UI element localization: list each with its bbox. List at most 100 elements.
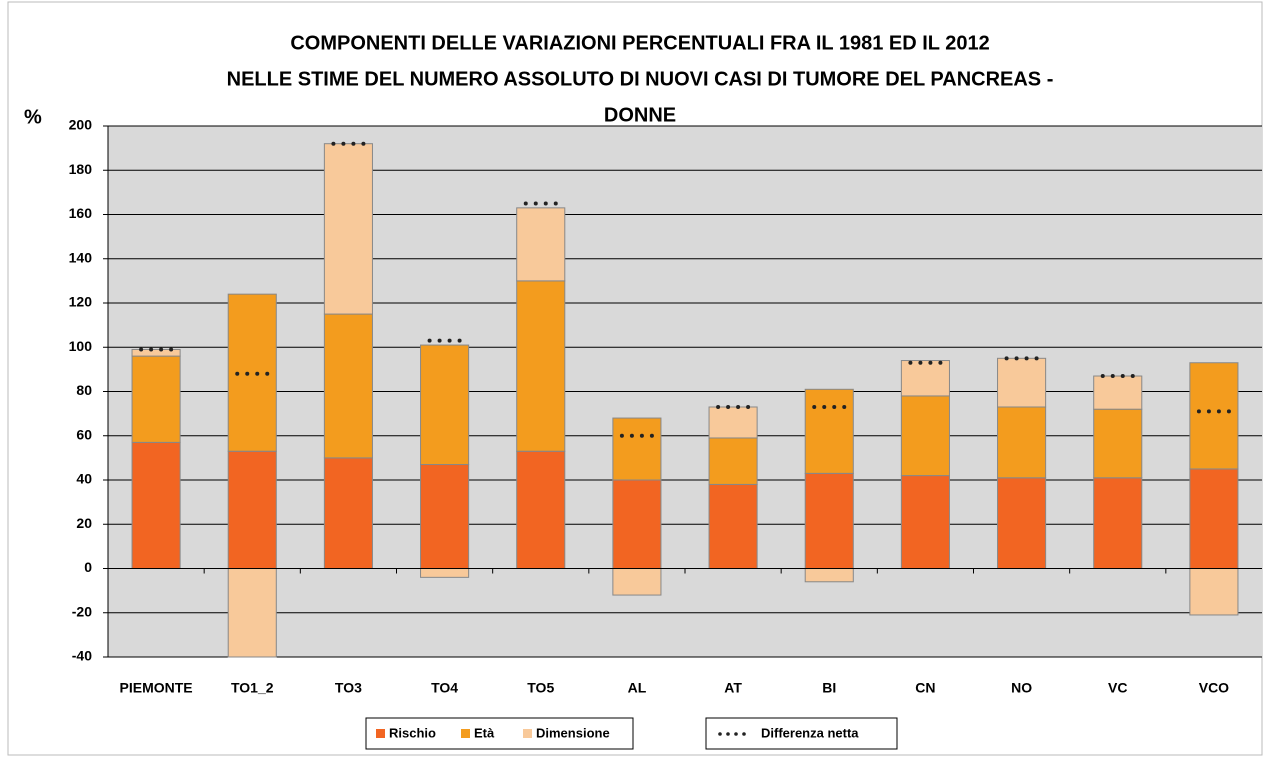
legend-label: Differenza netta bbox=[761, 725, 859, 740]
net-dot bbox=[523, 201, 528, 206]
net-dot bbox=[908, 360, 913, 365]
net-dot bbox=[361, 141, 366, 146]
legend-label: Rischio bbox=[389, 725, 436, 740]
net-marker bbox=[1004, 356, 1039, 361]
net-marker bbox=[1196, 409, 1231, 414]
net-dot bbox=[139, 347, 144, 352]
net-dot bbox=[918, 360, 923, 365]
net-marker bbox=[139, 347, 174, 352]
x-tick-label: TO5 bbox=[527, 680, 554, 696]
net-dot bbox=[649, 433, 654, 438]
net-dot bbox=[1206, 409, 1211, 414]
net-dot bbox=[235, 371, 240, 376]
bar-segment bbox=[420, 568, 470, 578]
net-dot bbox=[543, 201, 548, 206]
legend-box bbox=[705, 717, 898, 750]
net-dot bbox=[629, 433, 634, 438]
net-marker bbox=[812, 404, 847, 409]
net-marker bbox=[235, 371, 270, 376]
net-marker bbox=[1100, 374, 1135, 379]
legend-dot bbox=[718, 732, 722, 736]
x-tick-label: VCO bbox=[1199, 680, 1229, 696]
bar-segment bbox=[323, 457, 373, 569]
y-tick-label: 100 bbox=[69, 338, 93, 354]
net-marker bbox=[331, 141, 366, 146]
y-tick-label: 140 bbox=[69, 249, 93, 265]
y-tick-label: 180 bbox=[69, 161, 93, 177]
bar-segment bbox=[1189, 568, 1239, 616]
net-dot bbox=[427, 338, 432, 343]
bar-segment bbox=[900, 360, 950, 397]
bar-segment bbox=[900, 395, 950, 477]
legend-dot bbox=[742, 732, 746, 736]
legend-dot bbox=[734, 732, 738, 736]
net-dot bbox=[553, 201, 558, 206]
y-tick-label: 200 bbox=[69, 117, 93, 133]
x-tick-label: NO bbox=[1011, 680, 1032, 696]
net-dot bbox=[736, 404, 741, 409]
net-dot bbox=[1120, 374, 1125, 379]
bar-segment bbox=[516, 207, 566, 282]
net-dot bbox=[169, 347, 174, 352]
bar-segment bbox=[1093, 375, 1143, 410]
net-dot bbox=[928, 360, 933, 365]
y-tick-label: 40 bbox=[76, 471, 92, 487]
y-tick-label: 0 bbox=[84, 559, 92, 575]
y-tick-label: 60 bbox=[76, 426, 92, 442]
net-dot bbox=[1130, 374, 1135, 379]
bar-segment bbox=[516, 450, 566, 569]
net-dot bbox=[639, 433, 644, 438]
legend-swatch bbox=[461, 729, 470, 738]
x-tick-label: AT bbox=[724, 680, 742, 696]
net-dot bbox=[726, 404, 731, 409]
x-tick-label: TO1_2 bbox=[231, 680, 274, 696]
net-dot bbox=[1004, 356, 1009, 361]
bar-segment bbox=[227, 450, 277, 569]
bar-segment bbox=[708, 406, 758, 439]
bar-segment bbox=[804, 472, 854, 569]
x-tick-label: AL bbox=[628, 680, 647, 696]
net-dot bbox=[533, 201, 538, 206]
net-dot bbox=[1110, 374, 1115, 379]
net-dot bbox=[1196, 409, 1201, 414]
bar-segment bbox=[420, 344, 470, 466]
net-marker bbox=[716, 404, 751, 409]
x-tick-label: TO4 bbox=[431, 680, 458, 696]
net-dot bbox=[716, 404, 721, 409]
bar-segment bbox=[997, 357, 1047, 408]
net-dot bbox=[1024, 356, 1029, 361]
y-tick-label: 120 bbox=[69, 294, 93, 310]
net-dot bbox=[447, 338, 452, 343]
net-dot bbox=[437, 338, 442, 343]
bar-segment bbox=[516, 280, 566, 452]
bar-segment bbox=[708, 483, 758, 569]
y-axis-label: % bbox=[24, 106, 42, 128]
bar-segment bbox=[1189, 362, 1239, 470]
legend-dot bbox=[726, 732, 730, 736]
bar-segment bbox=[612, 479, 662, 569]
net-dot bbox=[1034, 356, 1039, 361]
bar-segment bbox=[323, 313, 373, 459]
x-tick-label: PIEMONTE bbox=[120, 680, 193, 696]
net-dot bbox=[842, 404, 847, 409]
bar-segment bbox=[997, 406, 1047, 479]
net-dot bbox=[746, 404, 751, 409]
x-tick-label: BI bbox=[822, 680, 836, 696]
net-dot bbox=[331, 141, 336, 146]
bar-segment bbox=[997, 477, 1047, 570]
chart-title: COMPONENTI DELLE VARIAZIONI PERCENTUALI … bbox=[290, 32, 989, 54]
bar-segment bbox=[227, 568, 277, 658]
bar-segment bbox=[612, 417, 662, 481]
legend-label: Dimensione bbox=[536, 725, 610, 740]
y-tick-label: 80 bbox=[76, 382, 92, 398]
bar-segment bbox=[804, 568, 854, 583]
net-dot bbox=[159, 347, 164, 352]
bar-segment bbox=[708, 437, 758, 485]
net-dot bbox=[938, 360, 943, 365]
net-dot bbox=[265, 371, 270, 376]
bar-segment bbox=[323, 143, 373, 315]
net-dot bbox=[1216, 409, 1221, 414]
net-dot bbox=[812, 404, 817, 409]
x-tick-label: CN bbox=[915, 680, 935, 696]
net-dot bbox=[1100, 374, 1105, 379]
